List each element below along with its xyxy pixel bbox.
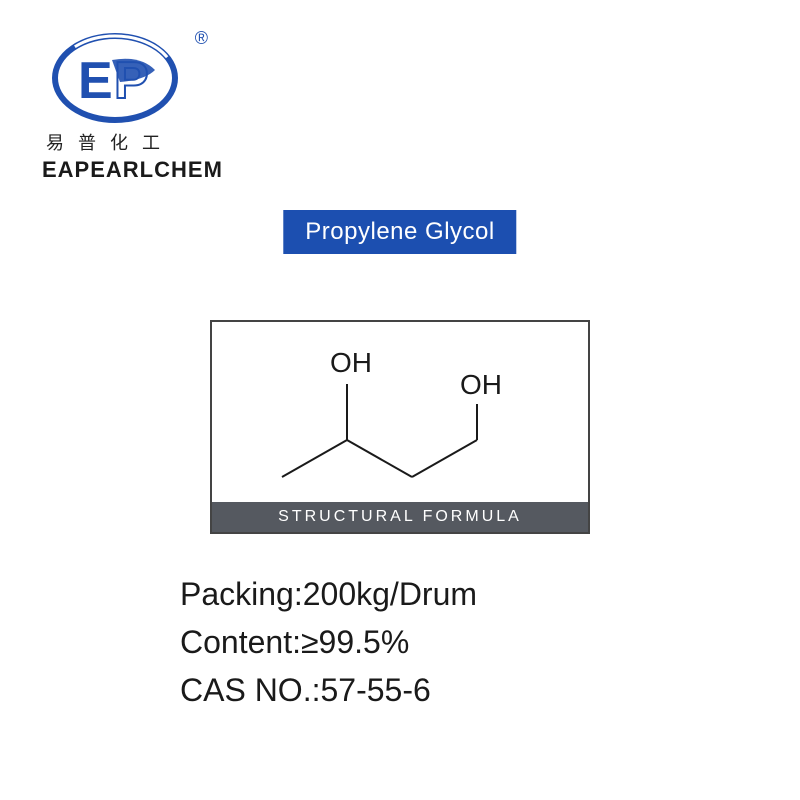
cas-value: 57-55-6 <box>320 672 430 708</box>
content-label: Content: <box>180 624 301 660</box>
logo-mark: E P ® <box>50 30 180 125</box>
spec-packing: Packing:200kg/Drum <box>180 570 477 618</box>
spec-content: Content:≥99.5% <box>180 618 477 666</box>
company-logo: E P ® 易普化工 EAPEARLCHEM <box>40 30 270 183</box>
product-title: Propylene Glycol <box>283 210 516 254</box>
formula-label: STRUCTURAL FORMULA <box>212 502 588 532</box>
registered-mark: ® <box>195 28 208 49</box>
oh-label-2: OH <box>460 369 502 400</box>
logo-chinese-text: 易普化工 <box>46 129 270 155</box>
oh-label-1: OH <box>330 347 372 378</box>
spec-cas: CAS NO.:57-55-6 <box>180 666 477 714</box>
svg-text:E: E <box>78 52 113 110</box>
content-value: ≥99.5% <box>301 624 409 660</box>
cas-label: CAS NO.: <box>180 672 320 708</box>
packing-value: 200kg/Drum <box>303 576 477 612</box>
formula-diagram: OH OH <box>212 322 588 502</box>
structural-formula-box: OH OH STRUCTURAL FORMULA <box>210 320 590 534</box>
packing-label: Packing: <box>180 576 303 612</box>
product-specs: Packing:200kg/Drum Content:≥99.5% CAS NO… <box>180 570 477 714</box>
logo-english-text: EAPEARLCHEM <box>42 157 270 183</box>
